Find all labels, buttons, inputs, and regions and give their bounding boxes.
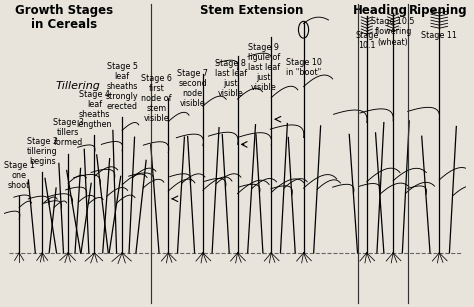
Text: Stage 11: Stage 11	[421, 31, 457, 41]
Text: Stage
10.1: Stage 10.1	[355, 30, 378, 50]
Text: Stage 2
tillering
begins: Stage 2 tillering begins	[27, 137, 58, 166]
Text: Stage 10
in "boot": Stage 10 in "boot"	[286, 58, 321, 77]
Text: Stage 9
ligule of
last leaf
just
visible: Stage 9 ligule of last leaf just visible	[248, 43, 280, 92]
Text: Tillering: Tillering	[56, 81, 100, 91]
Text: Heading: Heading	[353, 4, 408, 17]
Text: Stage 8
last leaf
just
visible: Stage 8 last leaf just visible	[215, 59, 246, 99]
Text: Stage 4
leaf
sheaths
lengthen: Stage 4 leaf sheaths lengthen	[77, 90, 112, 129]
Text: Stage 10.5
flowering
(wheat): Stage 10.5 flowering (wheat)	[371, 17, 415, 47]
Text: Stage 3
tillers
formed: Stage 3 tillers formed	[53, 118, 83, 147]
Text: Growth Stages
in Cereals: Growth Stages in Cereals	[15, 4, 113, 31]
Text: Stem Extension: Stem Extension	[200, 4, 303, 17]
Text: Stage 7
second
node
visible: Stage 7 second node visible	[177, 68, 208, 108]
Text: Ripening: Ripening	[409, 4, 468, 17]
Text: Stage 1
one
shoot: Stage 1 one shoot	[4, 161, 35, 190]
Text: Stage 6
first
node of
stem
visible: Stage 6 first node of stem visible	[141, 74, 172, 123]
Text: Stage 5
leaf
sheaths
strongly
erected: Stage 5 leaf sheaths strongly erected	[106, 61, 138, 111]
